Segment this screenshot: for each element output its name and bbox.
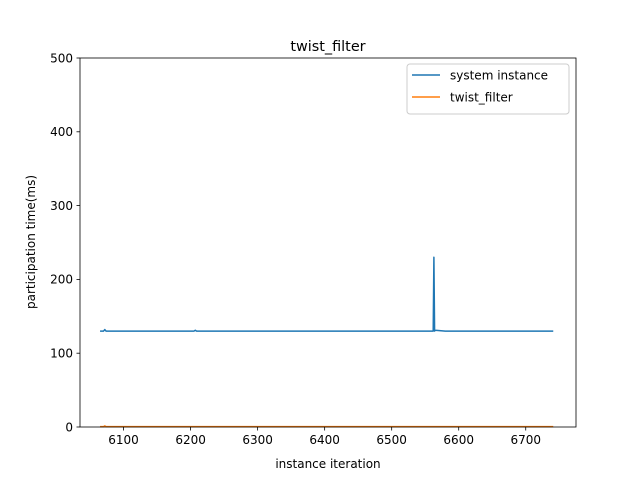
y-tick-label: 100 (50, 347, 73, 361)
x-tick-label: 6500 (376, 433, 407, 447)
x-tick-label: 6300 (242, 433, 273, 447)
series-line-2 (100, 425, 554, 428)
x-tick-label: 6400 (309, 433, 340, 447)
y-tick-label: 0 (65, 420, 73, 434)
x-axis-label: instance iteration (275, 457, 380, 471)
legend-label-2: twist_filter (450, 91, 513, 105)
x-tick-label: 6700 (510, 433, 541, 447)
chart-title: twist_filter (290, 39, 365, 55)
legend-label-1: system instance (450, 69, 548, 83)
x-tick-label: 6200 (175, 433, 206, 447)
x-tick-label: 6100 (108, 433, 139, 447)
x-tick-label: 6600 (443, 433, 474, 447)
y-tick-label: 200 (50, 273, 73, 287)
legend: system instance twist_filter (406, 63, 570, 115)
y-tick-label: 400 (50, 125, 73, 139)
legend-box (406, 63, 570, 115)
y-tick-label: 300 (50, 199, 73, 213)
series-line-1 (100, 256, 554, 332)
axes-frame (79, 57, 577, 428)
y-axis-label: participation time(ms) (24, 175, 38, 309)
y-tick-label: 500 (50, 51, 73, 65)
plot-area: 6100 6200 6300 6400 6500 6600 6700 0 100 200 300 40… (50, 51, 577, 447)
